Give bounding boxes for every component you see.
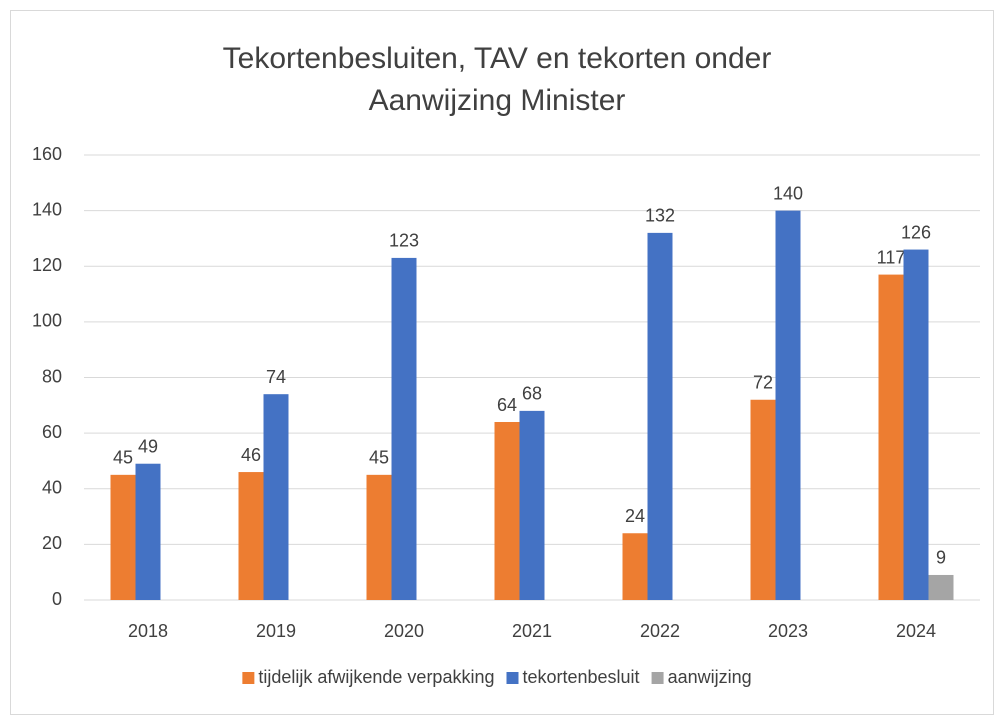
legend-label: aanwijzing: [668, 667, 752, 687]
x-tick-label: 2019: [256, 621, 296, 641]
x-tick-label: 2024: [896, 621, 936, 641]
legend-swatch: [506, 672, 519, 684]
x-tick-label: 2023: [768, 621, 808, 641]
chart-title: Aanwijzing Minister: [369, 84, 626, 117]
bar: [878, 274, 904, 600]
y-tick-label: 80: [42, 366, 62, 386]
data-label: 49: [138, 436, 158, 456]
bar: [647, 232, 673, 600]
y-tick-label: 140: [32, 199, 62, 219]
legend-swatch: [651, 672, 664, 684]
bar: [494, 422, 520, 600]
y-tick-label: 160: [32, 144, 62, 164]
y-tick-label: 40: [42, 478, 62, 498]
data-label: 132: [645, 206, 675, 226]
data-label: 45: [369, 448, 389, 468]
legend-label: tekortenbesluit: [522, 667, 639, 687]
data-label: 68: [522, 384, 542, 404]
y-tick-label: 60: [42, 422, 62, 442]
bar: [775, 210, 801, 600]
y-tick-label: 100: [32, 311, 62, 331]
legend-swatch: [242, 672, 255, 684]
bar: [238, 472, 264, 600]
data-label: 9: [936, 548, 946, 568]
bar: [622, 533, 648, 600]
bar: [110, 474, 136, 600]
data-label: 74: [266, 367, 286, 387]
bar: [750, 399, 776, 600]
bar: [903, 249, 929, 600]
bar: [391, 257, 417, 600]
data-label: 123: [389, 231, 419, 251]
y-tick-label: 20: [42, 533, 62, 553]
bar: [366, 474, 392, 600]
data-label: 45: [113, 448, 133, 468]
bar: [263, 394, 289, 600]
y-tick-label: 120: [32, 255, 62, 275]
x-tick-label: 2020: [384, 621, 424, 641]
chart-title: Tekortenbesluiten, TAV en tekorten onder: [223, 42, 772, 75]
legend-label: tijdelijk afwijkende verpakking: [258, 667, 494, 687]
data-label: 24: [625, 506, 645, 526]
bar: [519, 410, 545, 600]
data-label: 126: [901, 222, 931, 242]
data-label: 140: [773, 183, 803, 203]
data-label: 117: [877, 247, 906, 267]
y-tick-label: 0: [52, 589, 62, 609]
bar: [135, 463, 161, 600]
data-label: 64: [497, 395, 517, 415]
bar: [928, 574, 954, 600]
data-label: 46: [241, 445, 261, 465]
x-tick-label: 2021: [512, 621, 552, 641]
x-tick-label: 2018: [128, 621, 168, 641]
data-label: 72: [753, 373, 773, 393]
x-tick-label: 2022: [640, 621, 680, 641]
